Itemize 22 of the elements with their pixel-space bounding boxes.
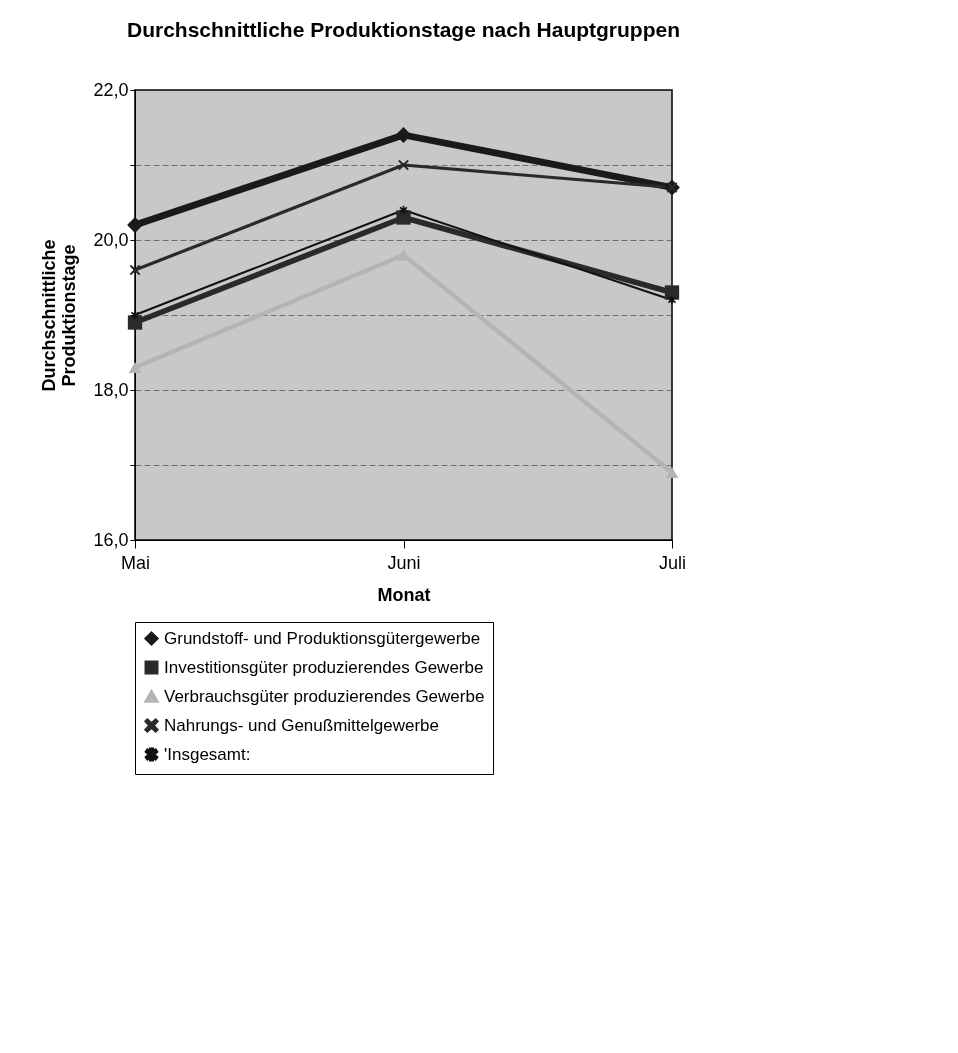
point xyxy=(127,315,143,330)
legend-label: Verbrauchsgüter produzierendes Gewerbe xyxy=(164,686,485,706)
point xyxy=(396,210,411,225)
point xyxy=(665,467,679,478)
point xyxy=(664,285,680,300)
legend-label: Nahrungs- und Genußmittelgewerbe xyxy=(164,715,439,735)
y-tick-label: 22,0 xyxy=(93,79,129,100)
y-tick-label: 16,0 xyxy=(93,529,129,550)
y-tick-label: 18,0 xyxy=(93,379,129,400)
y-tick-label: 20,0 xyxy=(93,229,129,250)
legend-label: 'Insgesamt: xyxy=(164,744,251,764)
point xyxy=(128,362,142,373)
x-tick-label: Mai xyxy=(120,552,151,573)
point xyxy=(395,127,412,143)
legend-label: Investitionsgüter produzierendes Gewerbe xyxy=(164,657,484,677)
x-axis-title: Monat xyxy=(377,584,431,605)
chart-title: Durchschnittliche Produktionstage nach Hauptgruppen xyxy=(126,18,681,41)
y-axis-title: Durchschnittliche Produktionstage xyxy=(39,239,80,392)
x-tick-label: Juni xyxy=(387,552,421,573)
legend-label: Grundstoff- und Produktionsgütergewerbe xyxy=(164,628,481,648)
point xyxy=(127,217,143,233)
x-tick-label: Juli xyxy=(658,552,687,573)
